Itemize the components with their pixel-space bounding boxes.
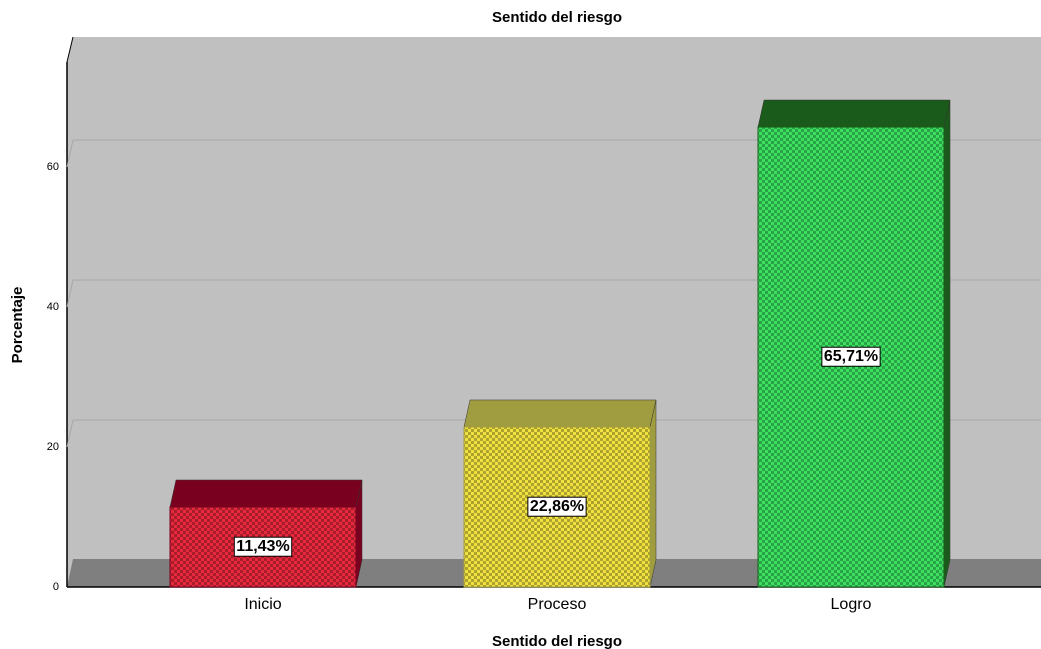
grid-line-depth [66, 139, 74, 168]
y-axis-title: Porcentaje [9, 287, 26, 364]
y-tick-label: 40 [47, 301, 59, 313]
value-label-box [527, 496, 587, 517]
bar-side [649, 399, 657, 588]
x-axis-title: Sentido del riesgo [492, 633, 622, 649]
y-tick-label: 60 [47, 161, 59, 173]
value-label-box [233, 536, 293, 557]
x-tick-label: Logro [831, 596, 872, 613]
value-label: 11,43% [236, 538, 289, 555]
value-label: 22,86% [530, 498, 584, 515]
bar-side [943, 99, 951, 588]
y-axis-depth [66, 36, 74, 63]
value-label: 65,71% [824, 348, 878, 365]
grid-line-depth [66, 279, 74, 308]
chart-title: Sentido del riesgo [492, 9, 622, 26]
bar-top [757, 99, 951, 128]
x-tick-label: Inicio [244, 596, 281, 613]
y-tick-label: 20 [47, 441, 59, 453]
x-tick-label: Proceso [528, 596, 587, 613]
y-tick-label: 0 [53, 581, 59, 593]
grid-line-depth [66, 419, 74, 448]
bar-top [463, 399, 657, 428]
bar-top [169, 479, 363, 508]
value-label-box [821, 346, 881, 367]
